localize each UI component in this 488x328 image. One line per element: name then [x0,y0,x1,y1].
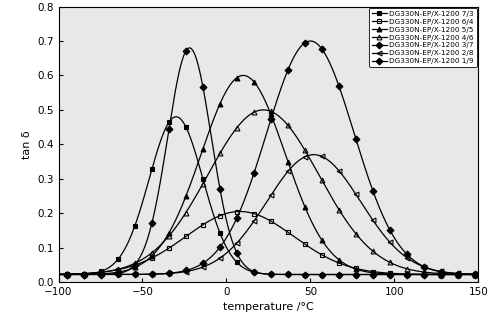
Legend: DG330N-EP/X-1200 7/3, DG330N-EP/X-1200 6/4, DG330N-EP/X-1200 5/5, DG330N-EP/X-12: DG330N-EP/X-1200 7/3, DG330N-EP/X-1200 6… [369,8,477,67]
Y-axis label: tan δ: tan δ [21,130,32,159]
X-axis label: temperature /°C: temperature /°C [223,302,314,313]
